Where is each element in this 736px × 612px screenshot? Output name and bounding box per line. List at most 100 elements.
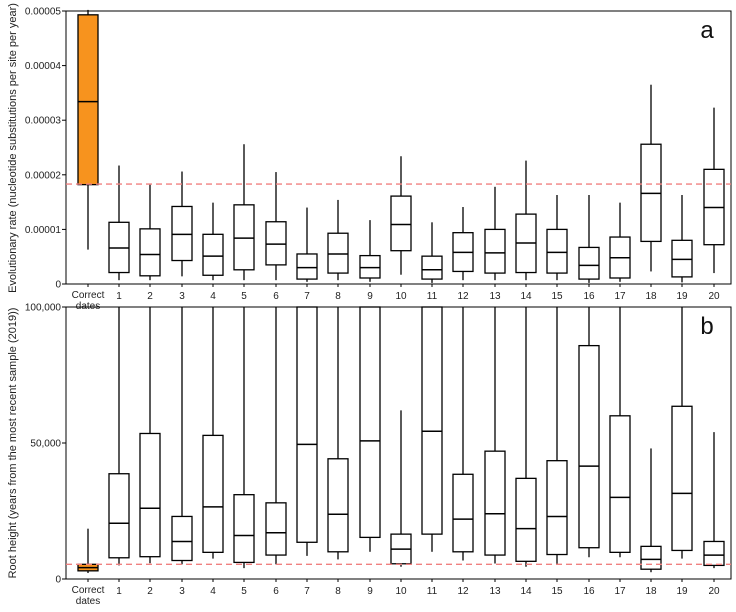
y-tick-label: 0.00003 <box>25 116 62 127</box>
x-tick-label: 17 <box>614 291 626 302</box>
box-8 <box>327 307 349 560</box>
x-tick-label: 3 <box>179 586 185 597</box>
panel-a-frame <box>65 10 732 285</box>
panel-a-ylabel: Evolutionary rate (nucleotide substituti… <box>7 3 19 293</box>
box-19 <box>671 307 693 559</box>
box-iqr <box>233 494 255 564</box>
box-7 <box>296 207 318 282</box>
box-12 <box>452 307 474 561</box>
box-6 <box>265 172 287 281</box>
box-14 <box>515 307 537 567</box>
box-iqr <box>202 233 224 276</box>
y-tick-label: 0.00004 <box>25 61 62 72</box>
box-correct-dates <box>77 9 99 250</box>
box-iqr <box>359 254 381 279</box>
box-1 <box>108 165 130 281</box>
box-iqr <box>139 228 161 277</box>
box-iqr <box>233 204 255 271</box>
y-tick-label: 0 <box>55 280 61 291</box>
x-tick-label: Correct dates <box>72 585 105 607</box>
x-tick-label: 14 <box>520 291 532 302</box>
x-tick-label: 11 <box>427 586 438 597</box>
x-tick-label: 5 <box>241 586 247 597</box>
x-tick-label: 5 <box>241 291 247 302</box>
box-iqr <box>515 477 537 562</box>
x-tick-label-line: Correct <box>72 290 105 301</box>
box-correct-dates <box>77 528 99 574</box>
box-6 <box>265 307 287 565</box>
x-tick-label: 1 <box>116 291 122 302</box>
x-tick-label: 18 <box>645 586 657 597</box>
box-iqr <box>202 434 224 553</box>
box-13 <box>484 186 506 281</box>
box-iqr <box>421 306 443 535</box>
y-tick-label: 0.00005 <box>25 7 62 18</box>
box-iqr <box>390 195 412 252</box>
x-tick-label: 17 <box>614 586 626 597</box>
x-tick-label: 12 <box>457 291 469 302</box>
box-18 <box>640 448 662 573</box>
box-10 <box>390 410 412 567</box>
box-iqr <box>265 221 287 266</box>
x-tick-label: 16 <box>583 586 595 597</box>
panel-b-letter: b <box>700 313 713 340</box>
box-iqr <box>671 405 693 552</box>
box-iqr <box>452 473 474 553</box>
y-tick-label: 0.00002 <box>25 170 62 181</box>
x-tick-label: 2 <box>147 586 153 597</box>
box-iqr <box>609 415 631 553</box>
box-14 <box>515 160 537 281</box>
box-9 <box>359 306 381 552</box>
box-iqr <box>296 306 318 543</box>
box-iqr <box>265 502 287 556</box>
box-5 <box>233 307 255 569</box>
box-12 <box>452 207 474 281</box>
x-tick-label-line: Correct <box>72 585 105 596</box>
x-tick-label: 4 <box>210 586 216 597</box>
box-iqr <box>578 246 600 280</box>
box-18 <box>640 84 662 272</box>
y-tick-label: 50,000 <box>30 439 61 450</box>
x-tick-label: 12 <box>457 586 469 597</box>
x-tick-label: 15 <box>551 586 563 597</box>
box-iqr <box>327 232 349 274</box>
box-4 <box>202 307 224 559</box>
box-16 <box>578 195 600 283</box>
box-2 <box>139 307 161 564</box>
box-17 <box>609 307 631 558</box>
box-3 <box>171 171 193 277</box>
x-tick-label: 16 <box>583 291 595 302</box>
x-tick-label: 4 <box>210 291 216 302</box>
box-iqr <box>77 14 99 186</box>
x-tick-label: 6 <box>273 291 279 302</box>
x-tick-label: 19 <box>676 291 688 302</box>
box-iqr <box>421 255 443 280</box>
x-tick-label: 8 <box>335 291 341 302</box>
x-tick-label: 14 <box>520 586 532 597</box>
box-1 <box>108 307 130 566</box>
box-iqr <box>484 228 506 274</box>
panel-a-yaxis: 0 0.00001 0.00002 0.00003 0.00004 0.00005 <box>25 7 66 291</box>
x-tick-label: 11 <box>427 291 438 302</box>
box-16 <box>578 307 600 558</box>
x-tick-label: 20 <box>708 291 720 302</box>
box-iqr <box>640 545 662 570</box>
x-tick-label: 10 <box>395 291 407 302</box>
box-iqr <box>546 228 568 274</box>
box-iqr <box>546 460 568 556</box>
x-tick-label: 13 <box>489 291 501 302</box>
x-tick-label: 8 <box>335 586 341 597</box>
x-tick-label: 15 <box>551 291 563 302</box>
box-2 <box>139 184 161 281</box>
x-tick-label: 6 <box>273 586 279 597</box>
panel-b-boxes <box>77 306 725 574</box>
panel-b-ylabel: Root height (years from the most recent … <box>7 308 19 579</box>
box-iqr <box>296 253 318 280</box>
x-tick-label: 19 <box>676 586 688 597</box>
box-7 <box>296 306 318 556</box>
box-20 <box>703 107 725 274</box>
box-iqr <box>327 458 349 553</box>
panel-b-yaxis: 0 50,000 100,000 <box>25 303 66 586</box>
box-9 <box>359 220 381 282</box>
